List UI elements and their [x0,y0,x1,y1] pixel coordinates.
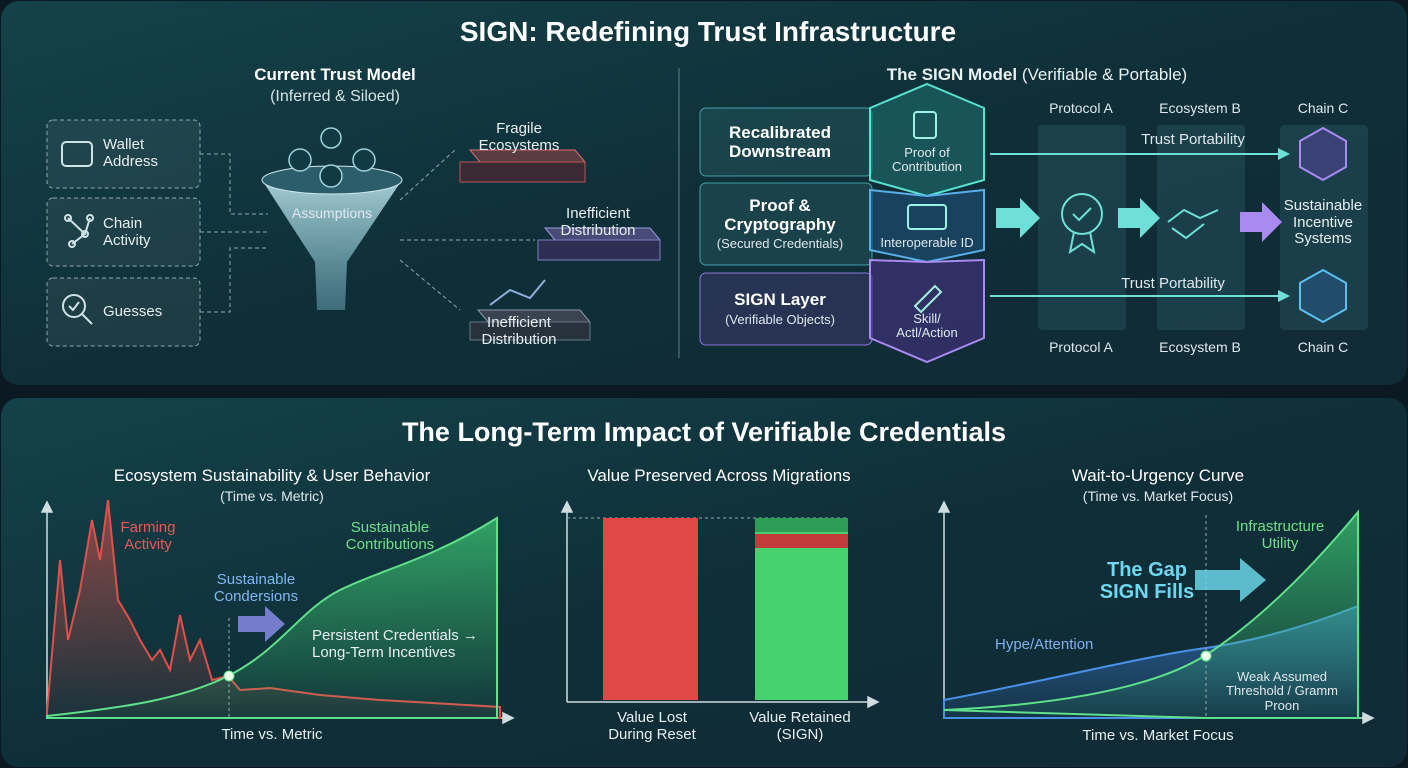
chart-label: Infrastructure Utility [1235,518,1325,552]
funnel-icons [288,127,376,188]
chart-title: Value Preserved Across Migrations [587,466,851,485]
title-note: (Verifiable & Portable) [1021,65,1188,84]
layer-title: Proof & Cryptography [724,196,836,234]
retained-stripe [755,518,848,532]
top-panel [1,1,1407,385]
portability-label: Trust Portability [1141,131,1245,148]
section-title: The SIGN Model (Verifiable & Portable) [886,65,1188,85]
chart-label: Farming Activity [120,519,176,553]
section-title: Current Trust Model [254,65,416,84]
chart-label: Persistent Credentials → Long-Term Incen… [312,627,478,661]
input-label: Guesses [103,303,163,320]
input-boxes [46,119,201,347]
column-label: Chain C [1297,339,1349,355]
input-icons [61,141,94,325]
portability-label: Trust Portability [1121,275,1225,292]
arrow [238,606,285,642]
main-title: SIGN: Redefining Trust Infrastructure [459,16,957,47]
sustainable-curve [46,516,498,719]
hex-label: Skill/ Actl/Action [896,311,958,341]
chart-label: Sustainable Contributions [345,519,435,553]
bottom-title: The Long-Term Impact of Verifiable Crede… [401,417,1007,447]
x-axis-label: Time vs. Market Focus [1082,727,1234,744]
layer-boxes [699,107,873,346]
chart-label: Hype/Attention [995,636,1094,653]
section-subtitle: (Inferred & Siloed) [270,88,400,105]
output-label: Inefficient Distribution [560,205,636,239]
hex-column [869,82,985,364]
outcome-label: Sustainable Incentive Systems [1283,197,1363,247]
chart-subtitle: (Time vs. Metric) [220,488,324,504]
input-label: Chain Activity [103,215,151,249]
flow-arrows [990,148,1290,302]
column-label: Ecosystem B [1159,339,1241,355]
gap-label: The Gap SIGN Fills [1099,559,1195,603]
connectors [200,149,535,313]
chart-subtitle: (Time vs. Market Focus) [1082,488,1234,504]
chart-title: Wait-to-Urgency Curve [1071,466,1245,485]
hex-label: Proof of Contribution [891,145,963,175]
chart-label: Sustainable Condersions [213,571,299,605]
output-label: Fragile Ecosystems [478,120,560,154]
threshold-label: Weak Assumed Threshold / Gramm Proon [1226,669,1338,713]
lost-bar [603,518,698,700]
title-bold: The SIGN Model [886,65,1018,84]
threshold-point [1200,650,1212,662]
bar-label: Value Lost During Reset [608,709,696,743]
input-label: Wallet Address [103,136,159,170]
chart-title: Ecosystem Sustainability & User Behavior [113,466,431,485]
lost-stripe [755,534,848,548]
layer-subtitle: (Verifiable Objects) [725,312,835,327]
layer-title: SIGN Layer [734,290,826,309]
funnel-label: Assumptions [291,205,373,221]
column-label: Ecosystem B [1159,100,1241,116]
output-slabs [459,149,662,341]
hex-label: Interoperable ID [880,235,974,250]
retained-bar [755,518,848,700]
output-label: Inefficient Distribution [481,314,557,348]
funnel [262,180,402,310]
layer-subtitle: (Secured Credentials) [716,236,844,251]
column-label: Protocol A [1049,339,1113,355]
bar-label: Value Retained (SIGN) [749,709,851,743]
layer-title: Recalibrated Downstream [728,123,832,161]
x-axis-label: Time vs. Metric [221,726,323,743]
gap-arrow [1195,558,1266,602]
column-label: Protocol A [1049,100,1113,116]
crossover [223,670,235,682]
column-icons [1061,126,1347,324]
column-label: Chain C [1297,100,1349,116]
